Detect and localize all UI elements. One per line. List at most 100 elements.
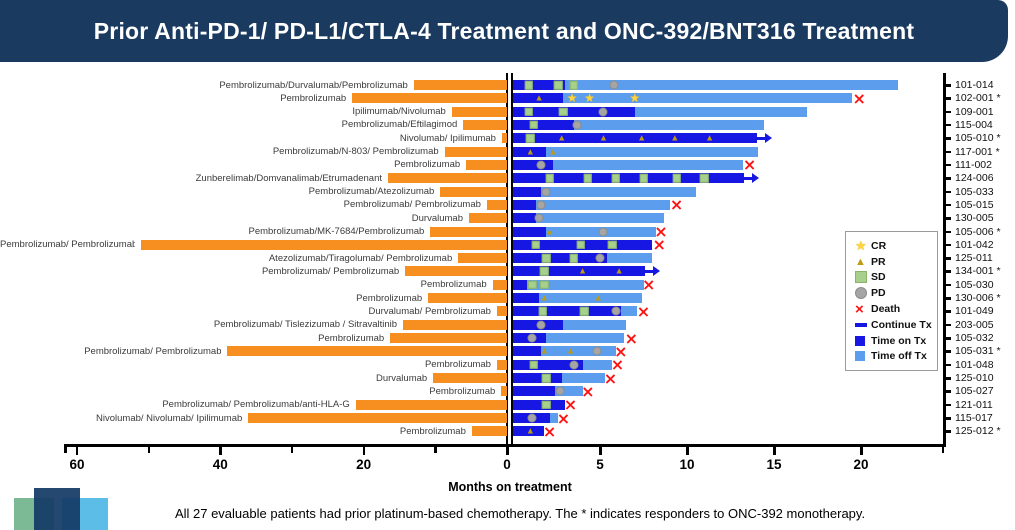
prior-treatment-bar [458,253,507,264]
sd-marker [672,173,681,183]
death-marker: × [652,235,666,255]
legend-label: PR [871,255,886,268]
legend-item: PD [855,285,937,301]
legend-label: Time on Tx [871,334,927,347]
x-axis-minor-tick [434,447,437,453]
x-axis-end-tick [64,447,67,453]
prior-treatment-label: Pembrolizumab [394,159,461,171]
patient-axis-tick [943,203,951,207]
pd-marker [534,213,544,223]
death-marker: × [669,195,684,215]
time-off-tx-bar [513,146,759,157]
time-on-tx-bar [513,213,536,224]
prior-treatment-bar [501,133,507,144]
prior-treatment-label: Pembrolizumab/ Pembrolizumab [84,345,222,357]
patient-id-label: 125-011 [955,252,993,265]
patient-id-label: 101-049 [955,305,994,318]
death-marker: × [636,301,651,321]
company-logo [12,488,122,530]
sd-marker [541,400,551,409]
sd-marker [524,107,533,116]
prior-treatment-label: Pembrolizumab/ Tislezizumab / Sitravalti… [213,319,398,331]
prior-treatment-bar [430,226,507,237]
time-off-tx-bar [513,93,853,104]
legend-label: PD [871,287,886,300]
pd-marker [572,120,582,130]
pr-marker: ▲ [578,265,588,276]
time-on-tx-bar [513,426,545,437]
patient-id-label: 101-048 [955,358,994,371]
death-marker: × [542,421,557,441]
time-on-tx-bar [513,146,547,157]
patient-id-label: 130-005 [955,212,994,225]
sd-marker [553,80,563,90]
death-marker: × [624,328,639,348]
prior-treatment-bar [141,239,507,250]
prior-treatment-bar [496,359,507,370]
cr-marker: ★ [566,91,578,106]
pr-marker: ▲ [545,226,554,237]
prior-treatment-bar [440,186,507,197]
time-off-tx-bar [513,319,627,330]
time-on-tx-bar [513,159,554,170]
patient-axis-tick [943,84,951,87]
x-axis-minor-tick [290,447,294,453]
x-axis-tick [506,447,509,455]
patient-id-label: 105-032 [955,332,994,345]
patient-id-label: 134-001 * [955,265,1001,278]
prior-treatment-label: Pembrolizumab [429,385,496,397]
sd-marker [541,373,551,383]
patient-id-label: 121-011 [955,398,993,411]
time-on-tx-bar [513,253,607,264]
pd-marker [536,320,546,330]
patient-id-label: 124-006 [955,172,994,185]
prior-treatment-label: Pembrolizumab [399,425,466,437]
patient-axis-tick [943,297,951,300]
sd-marker [529,120,539,130]
patient-axis-tick [943,390,951,393]
pd-marker [527,333,537,343]
time-on-tx-bar [513,359,583,370]
prior-treatment-label: Atezolizumab/Tiragolumab/ Pembrolizumab [268,252,453,264]
pr-marker: ▲ [534,92,544,103]
patient-id-label: 105-033 [955,185,994,198]
prior-treatment-label: Pembrolizumab/ Pembrolizumab [343,199,481,211]
x-axis-tick-label: 60 [69,457,85,472]
time-on-tx-bar [513,226,547,237]
sd-marker [569,80,579,90]
time-off-tx-bar [513,346,616,357]
legend-label: Death [871,303,901,316]
prior-treatment-bar [355,399,507,410]
patient-axis-tick [943,337,951,340]
time-off-tx-bar [513,186,696,197]
death-marker: × [556,408,571,428]
sd-marker [700,173,709,183]
time-off-tx-bar [513,333,625,344]
patient-axis-tick [943,110,951,114]
pr-marker: ▲ [614,265,624,276]
pr-marker: ▲ [670,132,680,143]
patient-id-label: 125-012 * [955,425,1001,438]
prior-treatment-label: Pembrolizumab [356,292,423,304]
death-marker: × [603,368,618,388]
sd-marker [580,307,589,316]
death-marker: × [852,88,866,108]
prior-treatment-label: Pembrolizumab/N-803/ Pembrolizumab [272,146,439,158]
pd-marker [541,187,551,197]
prior-treatment-bar [390,333,507,344]
legend-label: CR [871,239,887,252]
patient-axis-tick [943,257,951,260]
patient-axis-tick [943,217,951,220]
patient-id-label: 203-005 [955,318,994,331]
prior-treatment-label: Pembrolizumab [424,359,491,371]
x-axis-tick [773,447,776,455]
pd-marker [595,253,605,263]
patient-id-label: 109-001 [955,105,994,118]
square-off-icon [855,351,871,362]
prior-treatment-bar [405,266,507,277]
prior-treatment-bar [471,426,507,437]
time-on-tx-bar [513,80,566,90]
x-axis-tick [686,447,689,455]
patient-axis-tick [943,270,951,273]
square-sd-icon [855,271,871,284]
